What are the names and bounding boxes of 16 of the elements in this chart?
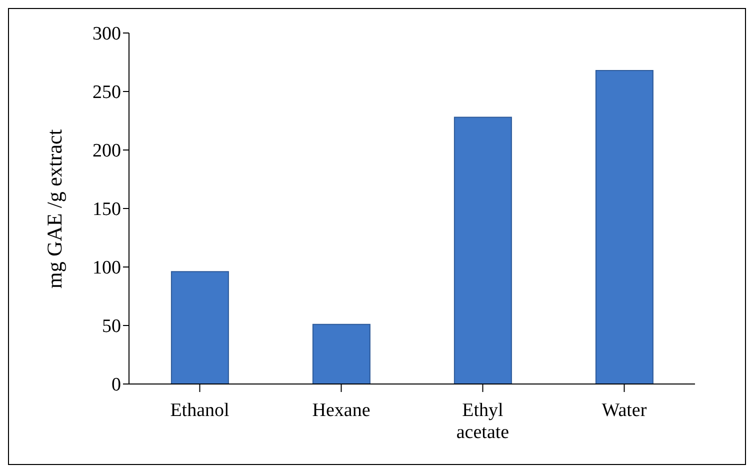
bar [312,324,370,384]
y-tick-label: 250 [92,82,121,104]
bar [170,271,229,384]
x-tick-label: Hexane [312,400,370,421]
y-tick-label: 150 [92,199,121,220]
y-tick-label: 200 [92,140,121,162]
bar [595,70,654,384]
y-tick-label: 300 [92,24,121,45]
bar [454,116,512,384]
y-tick-label: 0 [112,374,121,396]
y-tick-label: 50 [102,316,121,338]
x-tick-label: Ethanol [170,400,230,421]
x-tick-label: Ethyl acetate [456,400,510,443]
x-tick-label: Water [602,400,648,421]
y-tick-label: 100 [92,258,121,279]
y-axis-title: mg GAE /g extract [42,129,66,288]
